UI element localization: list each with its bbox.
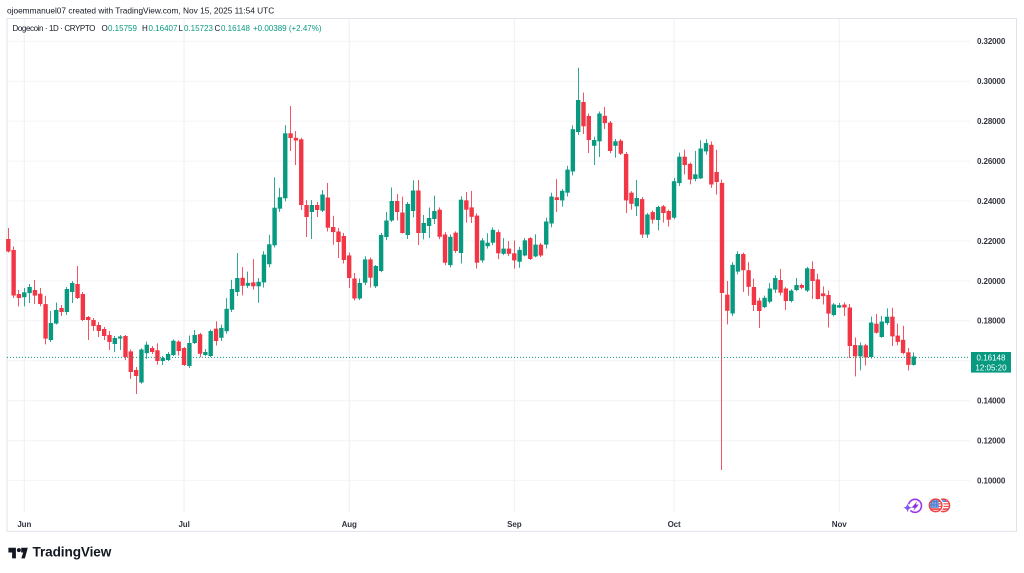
svg-text:ojoemmanuel07 created with Tra: ojoemmanuel07 created with TradingView.c… xyxy=(7,6,274,16)
svg-text:0.14000: 0.14000 xyxy=(977,397,1006,406)
svg-text:Aug: Aug xyxy=(342,520,357,529)
svg-text:H: H xyxy=(142,24,148,33)
svg-text:Sep: Sep xyxy=(507,520,522,529)
svg-text:0.16148: 0.16148 xyxy=(977,353,1006,362)
svg-text:+0.00389 (+2.47%): +0.00389 (+2.47%) xyxy=(253,24,322,33)
svg-text:0.12000: 0.12000 xyxy=(977,437,1006,446)
svg-text:Dogecoin · 1D · CRYPTO: Dogecoin · 1D · CRYPTO xyxy=(13,24,96,33)
svg-text:12:05:20: 12:05:20 xyxy=(975,363,1007,372)
svg-text:0.16407: 0.16407 xyxy=(149,24,178,33)
svg-text:0.18000: 0.18000 xyxy=(977,317,1006,326)
svg-text:O: O xyxy=(102,24,108,33)
svg-text:0.15723: 0.15723 xyxy=(184,24,213,33)
svg-text:0.15759: 0.15759 xyxy=(108,24,137,33)
svg-text:Oct: Oct xyxy=(668,520,681,529)
svg-text:TradingView: TradingView xyxy=(33,544,112,559)
svg-text:0.10000: 0.10000 xyxy=(977,477,1006,486)
svg-text:0.22000: 0.22000 xyxy=(977,237,1006,246)
svg-text:0.24000: 0.24000 xyxy=(977,197,1006,206)
svg-text:Jul: Jul xyxy=(178,520,189,529)
svg-text:0.28000: 0.28000 xyxy=(977,117,1006,126)
svg-text:L: L xyxy=(179,24,184,33)
svg-text:0.26000: 0.26000 xyxy=(977,157,1006,166)
svg-text:0.32000: 0.32000 xyxy=(977,37,1006,46)
svg-text:0.16148: 0.16148 xyxy=(221,24,250,33)
svg-text:0.30000: 0.30000 xyxy=(977,77,1006,86)
svg-text:C: C xyxy=(215,24,221,33)
svg-text:0.20000: 0.20000 xyxy=(977,277,1006,286)
svg-text:Jun: Jun xyxy=(17,520,31,529)
svg-text:Nov: Nov xyxy=(832,520,847,529)
